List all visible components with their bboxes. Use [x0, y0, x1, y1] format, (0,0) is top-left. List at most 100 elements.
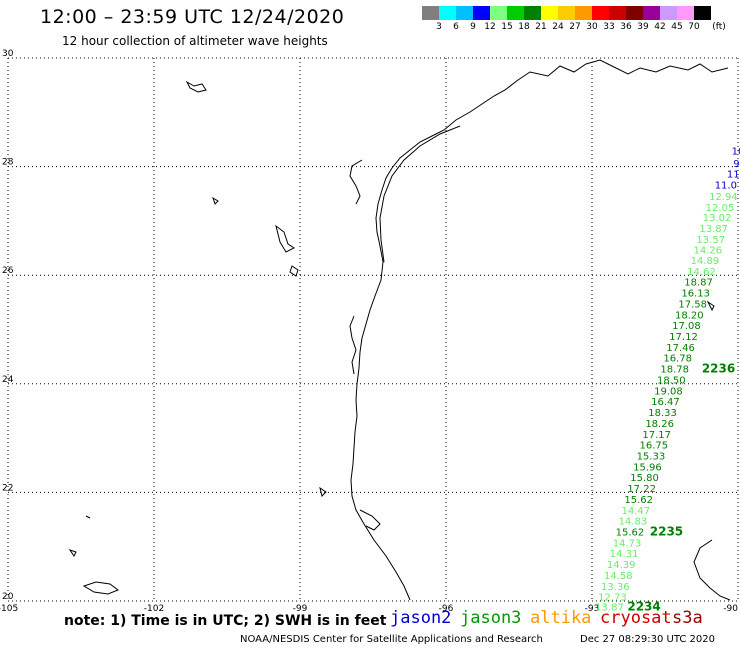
lat-lon-grid [7, 57, 739, 602]
wave-height-value: 18.33 [648, 408, 677, 419]
wave-height-value: 16.75 [639, 441, 668, 452]
colorbar-label: 15 [501, 22, 513, 32]
colorbar-label: 9 [470, 22, 476, 32]
legend-s3a: s3a [672, 608, 703, 628]
wave-height-value: 18.50 [657, 375, 686, 386]
wave-height-value: 15.62 [616, 527, 645, 538]
pass-time-label: 2234 [627, 599, 660, 613]
latitude-label: 26 [2, 266, 14, 276]
coastal-bay [349, 159, 363, 205]
barrier-island [379, 125, 461, 263]
small-lake [212, 196, 219, 205]
wave-height-value: 17.12 [669, 332, 698, 343]
wave-height-value: 13.57 [696, 235, 725, 246]
wave-height-value: 12.73 [598, 593, 627, 604]
wave-height-value: 17.22 [627, 484, 656, 495]
texas-louisiana-coastline [350, 59, 729, 601]
colorbar-swatch [439, 6, 456, 20]
wave-height-value: 17.08 [672, 321, 701, 332]
wave-height-value: 14.73 [613, 538, 642, 549]
wave-height-value: 18.87 [684, 278, 713, 289]
legend-jason2: jason2 [390, 608, 452, 628]
colorbar-swatch [473, 6, 490, 20]
colorbar-label: 36 [620, 22, 632, 32]
wave-height-value: 14.31 [610, 549, 639, 560]
colorbar-label: 12 [484, 22, 496, 32]
legend-altika: altika [530, 608, 592, 628]
east-coast-fragment [693, 539, 731, 601]
wave-height-colorbar: 3 6 9 12 15 18 21 24 27 30 33 36 39 42 45 70 (ft) [422, 6, 726, 34]
wave-height-value: 10 [732, 146, 740, 157]
map-title: 12:00 – 23:59 UTC 12/24/2020 [40, 6, 345, 28]
colorbar-unit: (ft) [712, 22, 726, 32]
track-times: 2236 2235 2234 [627, 362, 735, 614]
colorbar-swatch [575, 6, 592, 20]
small-islands [68, 486, 327, 557]
latitude-label: 24 [2, 375, 14, 385]
wave-height-value: 12.05 [706, 203, 735, 214]
wave-height-value: 14.39 [607, 560, 636, 571]
colorbar-swatch [694, 6, 711, 20]
wave-height-value: 16.78 [663, 354, 692, 365]
wave-height-value: 11.0 [715, 181, 737, 192]
wave-height-value: 13.36 [601, 582, 630, 593]
colorbar-swatch [456, 6, 473, 20]
colorbar-label: 3 [436, 22, 442, 32]
wave-height-value: 18.78 [660, 365, 689, 376]
colorbar-swatch [626, 6, 643, 20]
wave-height-value: 19.08 [654, 386, 683, 397]
wave-height-value: 15.96 [633, 462, 662, 473]
generated-timestamp: Dec 27 08:29:30 UTC 2020 [580, 634, 715, 645]
longitude-label: -102 [144, 604, 164, 614]
latitude-label: 30 [2, 49, 14, 59]
latitude-label: 20 [2, 592, 14, 602]
legend-jason3: jason3 [460, 608, 522, 628]
colorbar-label: 45 [671, 22, 683, 32]
east-island [706, 300, 715, 312]
lake-inland-2 [289, 265, 299, 277]
peninsula [349, 315, 357, 375]
wave-height-value: 13.87 [699, 224, 728, 235]
wave-height-value: 15.62 [624, 495, 653, 506]
island-north-left [185, 80, 207, 93]
colorbar-label: 70 [688, 22, 700, 32]
colorbar-swatch [507, 6, 524, 20]
wave-height-value: 14.58 [604, 571, 633, 582]
wave-observations: 109.11.211.012.9412.0513.0213.8713.5714.… [595, 146, 740, 613]
colorbar-label: 21 [535, 22, 547, 32]
colorbar-swatch [643, 6, 660, 20]
wave-height-value: 18.26 [645, 419, 674, 430]
longitude-label: -105 [0, 604, 18, 614]
wave-height-value: 14.83 [619, 517, 648, 528]
colorbar-label: 39 [637, 22, 649, 32]
wave-height-value: 13.02 [703, 213, 732, 224]
latitude-label: 22 [2, 483, 13, 493]
colorbar-label: 30 [586, 22, 598, 32]
colorbar-label: 6 [453, 22, 459, 32]
colorbar-swatch [660, 6, 677, 20]
units-note: note: 1) Time is in UTC; 2) SWH is in fe… [64, 613, 387, 629]
colorbar-label: 27 [569, 22, 581, 32]
wave-height-value: 9. [733, 159, 740, 170]
wave-height-value: 14.26 [694, 246, 723, 257]
credit-line: NOAA/NESDIS Center for Satellite Applica… [240, 634, 543, 645]
wave-height-value: 16.13 [681, 289, 710, 300]
colorbar-swatch [422, 6, 439, 20]
colorbar-swatch [524, 6, 541, 20]
colorbar-label: 18 [518, 22, 530, 32]
wave-height-value: 15.33 [637, 451, 666, 462]
wave-height-value: 14.47 [621, 506, 650, 517]
wave-height-value: 15.80 [630, 473, 659, 484]
longitude-label: -93 [585, 604, 600, 614]
wave-height-value: 17.46 [666, 343, 695, 354]
latitude-label: 28 [2, 158, 14, 168]
wave-height-value: 13.87 [595, 602, 624, 613]
wave-height-value: 17.58 [678, 299, 707, 310]
wave-height-value: 14.62 [687, 267, 716, 278]
pass-time-label: 2236 [702, 362, 735, 376]
map-subtitle: 12 hour collection of altimeter wave hei… [62, 34, 328, 48]
colorbar-swatch [592, 6, 609, 20]
colorbar-label: 24 [552, 22, 564, 32]
yucatan-coast [359, 509, 381, 531]
